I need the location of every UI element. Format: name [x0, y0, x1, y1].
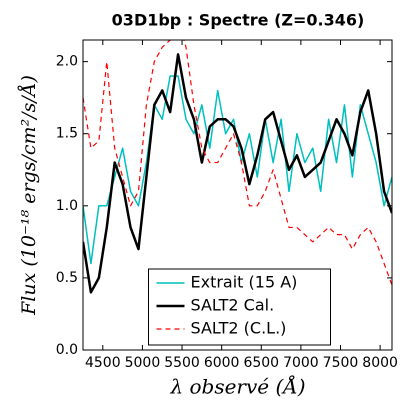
series-line	[83, 40, 392, 286]
x-tick-label: 8000	[362, 355, 398, 371]
x-tick-label: 7500	[323, 355, 359, 371]
legend-label: Extrait (15 A)	[191, 273, 298, 292]
series-line	[83, 75, 392, 265]
plot-frame	[82, 39, 393, 351]
x-tick-label: 6000	[204, 355, 240, 371]
y-tick-label: 0.5	[56, 270, 78, 286]
y-axis-label: Flux (10⁻¹⁸ ergs/cm²/s/Å)	[18, 75, 40, 316]
chart-title: 03D1bp : Spectre (Z=0.346)	[112, 11, 365, 30]
x-tick-label: 5000	[125, 355, 161, 371]
x-tick-label: 6500	[243, 355, 279, 371]
y-tick-label: 2.0	[56, 54, 78, 70]
x-tick-label: 7000	[283, 355, 319, 371]
y-tick-label: 1.5	[56, 126, 78, 142]
y-tick-label: 0.0	[56, 342, 78, 358]
x-tick-label: 4500	[85, 355, 121, 371]
legend-box	[148, 268, 331, 346]
y-tick-label: 1.0	[56, 198, 78, 214]
legend-label: SALT2 (C.L.)	[191, 319, 287, 338]
legend-label: SALT2 Cal.	[191, 296, 275, 315]
x-tick-label: 5500	[164, 355, 200, 371]
x-axis-label: λ observé (Å)	[169, 374, 305, 399]
series-line	[83, 53, 392, 294]
